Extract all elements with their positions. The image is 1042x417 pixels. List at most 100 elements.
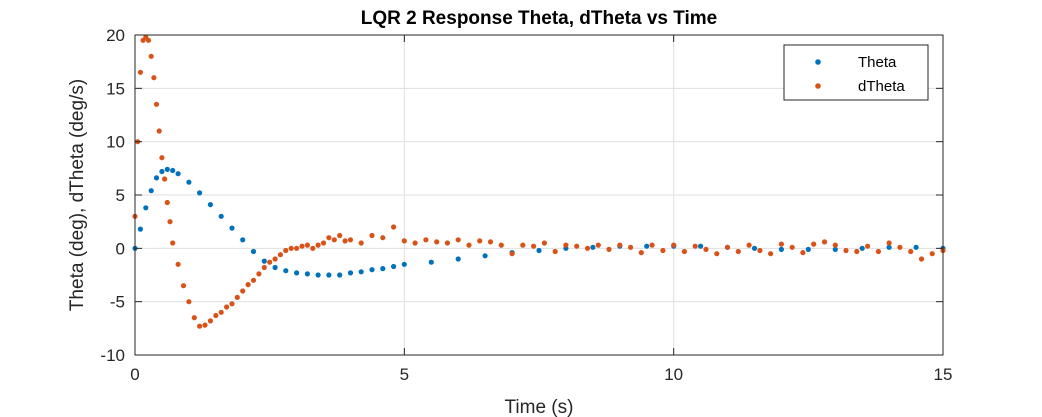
y-tick-label: 0	[116, 239, 125, 258]
data-point-dtheta	[288, 245, 294, 251]
data-point-theta	[164, 166, 170, 172]
data-point-dtheta	[531, 243, 537, 249]
data-point-dtheta	[401, 238, 407, 244]
data-point-dtheta	[746, 242, 752, 248]
data-point-dtheta	[649, 242, 655, 248]
data-point-dtheta	[180, 283, 187, 289]
x-tick-label: 10	[664, 365, 683, 384]
data-point-dtheta	[724, 244, 731, 250]
y-tick-label: 15	[106, 79, 125, 98]
data-point-dtheta	[681, 248, 688, 255]
data-point-theta	[326, 272, 332, 278]
data-point-dtheta	[229, 301, 235, 307]
data-point-dtheta	[170, 240, 176, 246]
data-point-theta	[337, 272, 343, 278]
data-point-theta	[175, 171, 181, 177]
data-point-dtheta	[369, 232, 375, 239]
data-point-dtheta	[509, 251, 515, 257]
data-point-theta	[886, 244, 892, 250]
data-point-dtheta	[638, 250, 644, 256]
data-point-dtheta	[175, 261, 181, 267]
y-tick-label: -10	[100, 346, 125, 365]
data-point-dtheta	[498, 242, 504, 248]
data-point-theta	[428, 259, 434, 265]
data-point-theta	[304, 271, 310, 277]
data-point-theta	[159, 168, 165, 175]
y-tick-label: 5	[116, 186, 125, 205]
data-point-dtheta	[897, 244, 903, 250]
data-point-dtheta	[617, 242, 623, 248]
data-point-theta	[272, 264, 278, 271]
x-tick-label: 0	[130, 365, 139, 384]
data-point-dtheta	[391, 224, 397, 230]
data-point-dtheta	[886, 240, 892, 246]
data-point-dtheta	[552, 248, 558, 255]
data-point-dtheta	[487, 239, 494, 245]
data-point-dtheta	[153, 101, 160, 107]
data-point-dtheta	[768, 251, 774, 257]
data-point-dtheta	[167, 219, 173, 225]
data-point-theta	[186, 179, 192, 185]
data-point-dtheta	[811, 241, 817, 247]
data-point-theta	[455, 256, 461, 262]
data-point-dtheta	[434, 239, 440, 245]
data-point-dtheta	[778, 241, 785, 247]
data-point-theta	[240, 237, 246, 243]
data-point-dtheta	[821, 239, 828, 245]
data-point-dtheta	[412, 240, 418, 246]
data-point-dtheta	[310, 245, 316, 251]
data-point-dtheta	[337, 232, 343, 239]
data-point-dtheta	[628, 244, 634, 250]
x-tick-label: 15	[934, 365, 953, 384]
data-point-theta	[294, 270, 300, 276]
data-point-dtheta	[137, 69, 143, 75]
data-point-dtheta	[197, 323, 203, 329]
data-point-theta	[391, 263, 397, 270]
data-point-theta	[482, 253, 488, 259]
legend-marker-dtheta	[815, 83, 821, 89]
data-point-theta	[283, 268, 289, 274]
data-point-dtheta	[326, 235, 332, 241]
data-point-dtheta	[908, 248, 914, 255]
data-point-dtheta	[191, 315, 197, 321]
data-point-dtheta	[159, 155, 165, 161]
data-point-dtheta	[660, 247, 666, 254]
data-point-dtheta	[595, 242, 601, 248]
data-point-dtheta	[466, 242, 472, 248]
data-point-dtheta	[692, 243, 698, 249]
data-point-dtheta	[520, 242, 526, 248]
chart-title: LQR 2 Response Theta, dTheta vs Time	[361, 8, 718, 29]
data-point-theta	[536, 247, 542, 254]
data-point-dtheta	[865, 243, 871, 249]
data-point-dtheta	[250, 277, 257, 283]
data-point-dtheta	[186, 299, 192, 305]
data-point-dtheta	[477, 238, 483, 244]
data-point-dtheta	[320, 240, 327, 246]
data-point-theta	[401, 261, 407, 267]
data-point-dtheta	[423, 237, 429, 243]
data-point-dtheta	[234, 294, 240, 300]
y-tick-label: 20	[106, 26, 125, 45]
data-point-dtheta	[800, 250, 806, 256]
data-point-dtheta	[854, 248, 860, 255]
data-point-theta	[261, 258, 267, 264]
data-point-theta	[315, 272, 321, 278]
data-point-dtheta	[342, 238, 348, 244]
data-point-theta	[590, 244, 596, 250]
data-point-theta	[218, 213, 224, 219]
data-point-dtheta	[832, 242, 838, 248]
data-point-dtheta	[563, 242, 569, 248]
data-point-dtheta	[156, 128, 162, 134]
data-point-dtheta	[213, 312, 219, 319]
y-tick-label: 10	[106, 133, 125, 152]
data-point-dtheta	[267, 259, 273, 265]
data-point-theta	[644, 243, 650, 249]
data-point-dtheta	[294, 245, 300, 251]
data-point-theta	[751, 245, 758, 251]
x-axis-label: Time (s)	[505, 397, 574, 417]
data-point-dtheta	[207, 318, 213, 324]
data-point-dtheta	[703, 246, 709, 252]
data-point-dtheta	[757, 247, 763, 254]
data-point-dtheta	[245, 282, 251, 288]
data-point-dtheta	[261, 264, 267, 271]
